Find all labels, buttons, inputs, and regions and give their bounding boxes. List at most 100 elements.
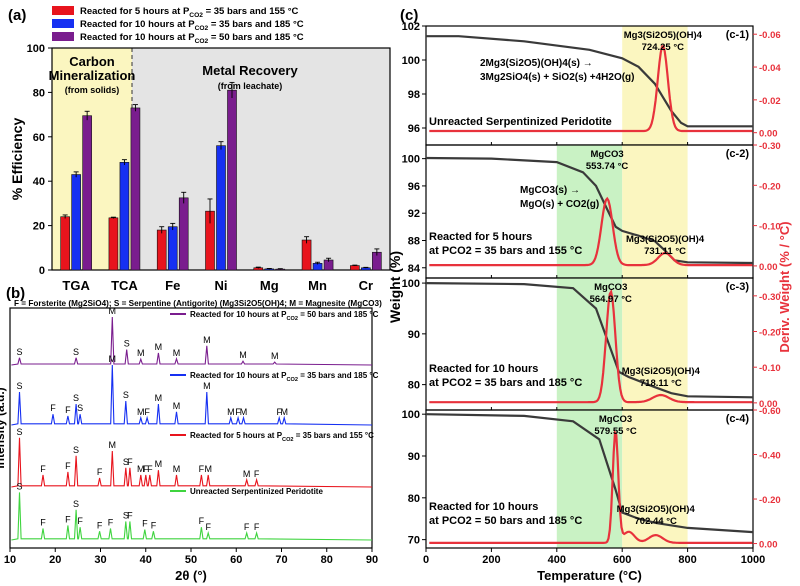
bar — [108, 217, 119, 271]
legend-label-a: Reacted for 5 hours at PCO2 = 35 bars an… — [80, 6, 298, 19]
deriv-tick-label: 0.00 — [759, 540, 778, 551]
y-tick-label-a: 20 — [33, 221, 45, 233]
xrd-trace — [11, 437, 373, 488]
xrd-trace — [11, 316, 373, 366]
phase-annotation: S — [16, 481, 22, 491]
weight-tick-label: 96 — [408, 123, 420, 135]
bar — [216, 145, 226, 271]
phase-annotation: S — [123, 457, 129, 467]
phase-annotation: S — [16, 427, 22, 437]
x-category-label: Fe — [165, 278, 180, 293]
legend-label-a: Reacted for 10 hours at PCO2 = 50 bars a… — [80, 32, 304, 45]
bar — [227, 89, 237, 271]
deriv-tick-label: -0.20 — [759, 495, 781, 506]
phase-annotation: S — [123, 510, 129, 520]
phase-annotation: F — [254, 469, 260, 479]
condition-label: at PCO2 = 35 bars and 185 °C — [429, 377, 582, 389]
bar-chart-a: 0 20 40 60 80 100 % Efficiency TGA TCA Fe Ni Mg Mn Cr… — [8, 6, 391, 293]
phase-annotation: M — [109, 440, 117, 450]
peak1-label: MgCO3 — [590, 149, 623, 160]
condition-label: at PCO2 = 50 bars and 185 °C — [429, 515, 582, 527]
deriv-tick-label: -0.40 — [759, 451, 781, 462]
deriv-tick-label: -0.10 — [759, 222, 781, 233]
phase-annotation: F — [147, 464, 153, 474]
phase-annotation: F — [151, 520, 157, 530]
trace-legend-label: Reacted for 5 hours at PCO2 = 35 bars an… — [190, 431, 374, 443]
x-tick-label-c: 800 — [678, 554, 696, 566]
peak1-temp: 579.55 °C — [594, 426, 636, 437]
bar — [178, 197, 189, 271]
weight-curve — [426, 35, 753, 128]
phase-annotation: F — [77, 516, 83, 526]
yellow-band — [622, 278, 688, 410]
phase-annotation: M — [155, 459, 163, 469]
y-tick-label-a: 100 — [27, 43, 45, 55]
deriv-tick-label: 0.00 — [759, 129, 778, 140]
phase-annotation: M — [240, 407, 248, 417]
phase-annotation: S — [123, 390, 129, 400]
weight-tick-label: 96 — [408, 181, 420, 193]
deriv-tick-label: -0.06 — [759, 30, 781, 41]
panel-tag-a: (a) — [8, 7, 26, 24]
weight-tick-label: 100 — [402, 278, 420, 290]
weight-axis-title: Weight (%) — [387, 251, 403, 323]
phase-annotation: F — [244, 522, 250, 532]
deriv-tick-label: -0.20 — [759, 181, 781, 192]
peak1-label: Mg3(Si2O5)(OH)4 — [624, 30, 703, 41]
phase-annotation: M — [203, 335, 211, 345]
bar — [301, 239, 312, 271]
deriv-curve — [429, 288, 753, 404]
phase-annotation: M — [109, 354, 117, 364]
phase-annotation: F — [127, 510, 133, 520]
x-category-label: Cr — [359, 278, 373, 293]
x-axis-title-c: Temperature (°C) — [537, 568, 642, 583]
xrd-trace — [11, 492, 373, 541]
phase-annotation: M — [204, 464, 212, 474]
y-axis-title-b: Intensity (a.u.) — [0, 387, 7, 468]
phase-annotation: S — [73, 445, 79, 455]
deriv-tick-label: -0.02 — [759, 96, 781, 107]
x-category-label: Mn — [308, 278, 327, 293]
legend-swatch-a — [52, 6, 74, 15]
phase-annotation: F — [40, 517, 46, 527]
phase-annotation: M — [173, 464, 181, 474]
x-axis-title-b: 2θ (°) — [175, 568, 207, 583]
y-tick-label-a: 40 — [33, 176, 45, 188]
x-category-label: Ni — [215, 278, 228, 293]
legend-swatch-a — [52, 32, 74, 41]
phase-annotation: M — [137, 407, 145, 417]
deriv-tick-label: -0.10 — [759, 363, 781, 374]
peak1-label: MgCO3 — [599, 414, 632, 425]
phase-annotation: M — [137, 464, 145, 474]
peak2-temp: 718.11 °C — [640, 378, 682, 389]
phase-annotation: M — [155, 393, 163, 403]
weight-tick-label: 92 — [408, 208, 420, 220]
bar — [71, 174, 81, 271]
weight-tick-label: 70 — [408, 535, 420, 547]
peak2-temp: 731.11 °C — [644, 246, 686, 257]
phase-annotation: F — [205, 522, 211, 532]
x-tick-label-b: 10 — [4, 554, 16, 566]
phase-annotation: S — [16, 347, 22, 357]
deriv-tick-label: 0.00 — [759, 399, 778, 410]
x-tick-label-b: 60 — [230, 554, 242, 566]
subpanel-frame — [425, 409, 754, 549]
x-tick-label-b: 80 — [321, 554, 333, 566]
carbon-title-2: Mineralization — [49, 68, 136, 83]
bar — [130, 107, 141, 271]
x-tick-label-b: 30 — [94, 554, 106, 566]
subpanel-id: (c-2) — [726, 148, 750, 160]
x-category-label: Mg — [260, 278, 279, 293]
weight-tick-label: 84 — [408, 263, 421, 275]
weight-tick-label: 100 — [402, 55, 420, 67]
phase-annotation: M — [173, 348, 181, 358]
legend-swatch-a — [52, 19, 74, 28]
phase-annotation: S — [124, 339, 130, 349]
phase-annotation: F — [142, 519, 148, 529]
phase-annotation: F — [97, 520, 103, 530]
bar — [156, 229, 167, 271]
metal-sub: (from leachate) — [218, 81, 283, 91]
deriv-curve — [429, 429, 753, 544]
phase-annotation: M — [155, 342, 163, 352]
deriv-tick-label: -0.30 — [759, 292, 781, 303]
